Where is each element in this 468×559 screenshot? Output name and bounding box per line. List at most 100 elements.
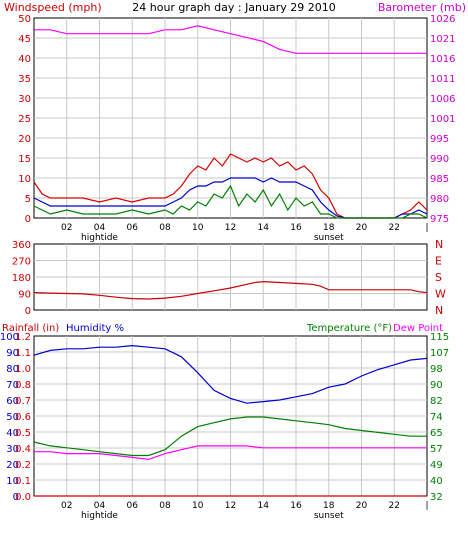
temperature-tick: 65	[430, 428, 443, 439]
direction-series	[33, 280, 428, 300]
rainfall-tick: 0.5	[15, 428, 31, 439]
windspeed-tick: 25	[18, 114, 31, 125]
x-tick-label: 10	[192, 223, 204, 233]
barometer-tick: 1026	[430, 14, 455, 25]
windspeed-tick: 45	[18, 34, 31, 45]
x-tick-label: 02	[61, 223, 72, 233]
windspeed-tick: 40	[18, 54, 31, 65]
wind-x-ticks: 02 04 06 08 10 12 14 16 18 20 22 | hightide sunset	[61, 223, 429, 243]
x-tick-label: 14	[258, 223, 270, 233]
x-annotation: hightide	[81, 233, 118, 243]
barometer-tick: 990	[430, 154, 449, 165]
humidity-line	[33, 344, 428, 404]
rainfall-tick: 0.8	[15, 380, 31, 391]
humidity-tick: 60	[6, 396, 19, 407]
wind-grid	[34, 18, 427, 218]
compass-letter: E	[435, 255, 442, 268]
rainfall-tick: 0.6	[15, 412, 31, 423]
temperature-tick: 49	[430, 460, 443, 471]
humidity-tick: 0	[13, 492, 19, 503]
barometer-tick: 1011	[430, 74, 455, 85]
windspeed-tick: 20	[18, 134, 31, 145]
direction-tick: 270	[12, 257, 31, 268]
x-tick-label: 16	[290, 501, 302, 511]
rainfall-tick: 0.1	[15, 476, 31, 487]
x-annotation: sunset	[314, 233, 344, 243]
windspeed-tick: 35	[18, 74, 31, 85]
x-tick-label: 12	[225, 223, 236, 233]
baro-right-ticks: 975 980 985 990 995 1001 1006 1011 1016 1021 1026	[430, 14, 455, 225]
rainfall-tick: 1.2	[15, 332, 31, 343]
rainfall-tick: 0.2	[15, 460, 31, 471]
windspeed-tick: 5	[25, 194, 31, 205]
x-annotation: sunset	[314, 511, 344, 521]
speed-line	[33, 184, 428, 219]
temperature-axis-label: Temperature (°F)	[306, 323, 392, 334]
temperature-tick: 74	[430, 412, 443, 423]
direction-grid	[34, 244, 427, 310]
barometer-tick: 1016	[430, 54, 455, 65]
humidity-tick: 100	[0, 332, 19, 343]
dewpoint-line	[34, 445, 427, 461]
x-tick-label: 14	[258, 501, 270, 511]
x-tick-label: 08	[159, 223, 171, 233]
temperature-tick: 115	[430, 332, 449, 343]
chart-title: 24 hour graph day : January 29 2010	[132, 1, 336, 14]
humidity-tick: 30	[6, 444, 19, 455]
barometer-line	[34, 25, 427, 54]
x-tick-label: 08	[159, 501, 171, 511]
humidity-tick: 90	[6, 348, 19, 359]
x-tick-label: 22	[389, 223, 400, 233]
x-tick-label: 02	[61, 501, 72, 511]
x-tick-label: 06	[127, 223, 139, 233]
rainfall-tick: 0.4	[15, 444, 31, 455]
x-tick-label: 06	[127, 501, 139, 511]
direction-tick: 90	[18, 290, 31, 301]
x-tick-label: |	[425, 223, 428, 233]
x-tick-label: 10	[192, 501, 204, 511]
direction-line	[33, 280, 428, 300]
temperature-tick: 90	[430, 380, 443, 391]
x-tick-label: 04	[94, 501, 106, 511]
x-tick-label: 16	[290, 223, 302, 233]
wind-series	[33, 25, 428, 219]
humidity-tick: 20	[6, 460, 19, 471]
temperature-right-ticks: 32 40 49 57 65 74 82 90 98 107 115	[430, 332, 449, 503]
barometer-tick: 980	[430, 194, 449, 205]
rainfall-axis-label: Rainfall (in)	[2, 323, 59, 334]
temperature-tick: 107	[430, 348, 449, 359]
compass-letter: N	[435, 304, 443, 317]
x-tick-label: |	[425, 501, 428, 511]
windspeed-tick: 50	[18, 14, 31, 25]
humidity-left-ticks: 0 10 20 30 40 50 60 70 80 90 100	[0, 332, 19, 503]
windspeed-tick: 30	[18, 94, 31, 105]
compass-letter: W	[435, 288, 446, 301]
x-tick-label: 18	[323, 223, 335, 233]
x-annotation: hightide	[81, 511, 118, 521]
direction-tick: 180	[12, 273, 31, 284]
hum-temp-series	[33, 344, 428, 497]
humidity-tick: 10	[6, 476, 19, 487]
windspeed-tick: 10	[18, 174, 31, 185]
rainfall-tick: 0.7	[15, 396, 31, 407]
temperature-tick: 32	[430, 492, 443, 503]
dewpoint-axis-label: Dew Point	[393, 323, 443, 334]
x-tick-label: 20	[356, 223, 368, 233]
temperature-tick: 82	[430, 396, 443, 407]
barometer-axis-label: Barometer (mb)	[378, 1, 466, 14]
wind-left-ticks: 0 5 10 15 20 25 30 35 40 45 50	[18, 14, 31, 225]
temperature-tick: 98	[430, 364, 443, 375]
humidity-tick: 50	[6, 412, 19, 423]
humidity-tick: 40	[6, 428, 19, 439]
temperature-tick: 40	[430, 476, 443, 487]
x-tick-label: 04	[94, 223, 106, 233]
humidity-tick: 80	[6, 364, 19, 375]
rainfall-tick: 0.0	[15, 492, 31, 503]
direction-left-ticks: 0 90 180 270 360	[12, 240, 31, 317]
windspeed-tick: 0	[25, 214, 31, 225]
